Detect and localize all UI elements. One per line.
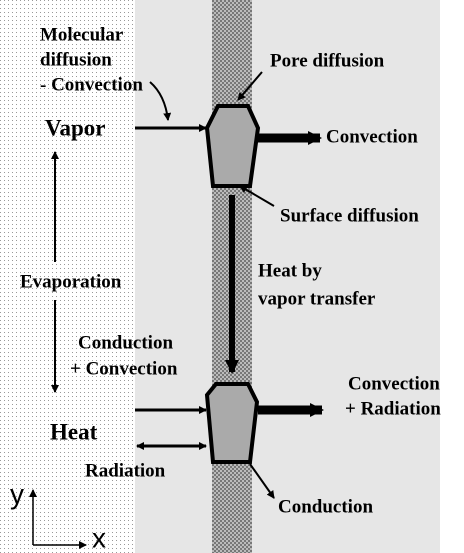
label: Heat by xyxy=(258,260,322,281)
label: + Convection xyxy=(70,358,178,379)
label: Molecular xyxy=(40,24,124,45)
label: diffusion xyxy=(40,49,112,70)
label: Convection xyxy=(326,126,418,147)
axis-label: x xyxy=(92,522,106,553)
label: Heat xyxy=(50,419,98,444)
arrows xyxy=(29,71,324,549)
background xyxy=(0,0,440,553)
label: Conduction xyxy=(78,332,173,353)
label: Vapor xyxy=(45,115,106,140)
label: Convection xyxy=(348,373,440,394)
label: Pore diffusion xyxy=(270,50,385,71)
label: vapor transfer xyxy=(258,288,376,309)
label: Evaporation xyxy=(20,271,122,292)
label: Conduction xyxy=(278,496,373,517)
label: - Convection xyxy=(40,74,143,95)
labels: Molecular diffusion - Convection Vapor P… xyxy=(10,24,441,553)
label: Radiation xyxy=(85,460,166,481)
label: + Radiation xyxy=(345,398,441,419)
axis-label: y xyxy=(10,478,24,509)
label: Surface diffusion xyxy=(280,205,419,226)
